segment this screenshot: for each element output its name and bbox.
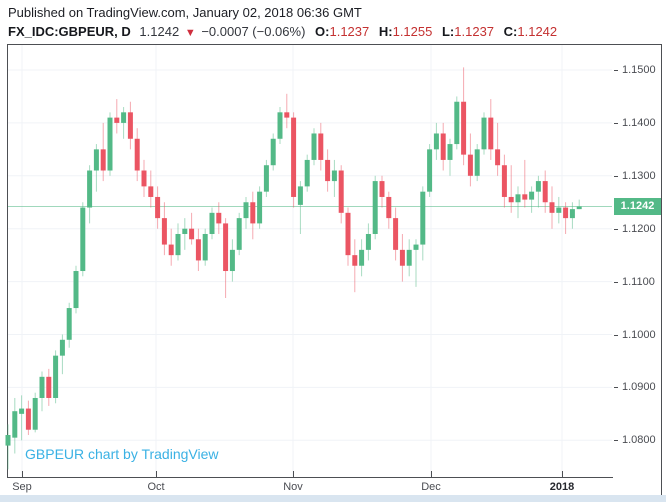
high-value: 1.1255 (392, 24, 433, 39)
price-tick-label: 1.1500 (622, 64, 656, 76)
price-tick (614, 334, 618, 336)
last-price-value: 1.1242 (139, 24, 180, 39)
chart-plot-frame (7, 44, 614, 478)
price-tick-label: 1.1300 (622, 169, 656, 182)
low-label: L: (441, 24, 455, 39)
symbol-name: FX_IDC:GBPEUR, D (8, 24, 131, 39)
price-tick (614, 228, 618, 230)
down-triangle-icon: ▼ (184, 27, 196, 39)
price-tick-label: 1.1400 (622, 116, 656, 129)
price-tick-label: 1.1200 (622, 222, 656, 235)
open-label: O: (315, 24, 330, 39)
published-line: Published on TradingView.com, January 02… (8, 5, 362, 20)
time-tick-label: Sep (12, 481, 32, 493)
time-tick (562, 471, 563, 477)
time-tick (293, 471, 294, 477)
price-tick (614, 70, 618, 71)
price-tick (614, 122, 618, 124)
price-tick (614, 175, 618, 177)
time-tick-label: Dec (421, 481, 441, 493)
time-tick (431, 471, 432, 477)
chart-plot-area[interactable] (8, 45, 613, 477)
open-value: 1.1237 (329, 24, 370, 39)
price-tick-label: 1.1100 (622, 275, 655, 288)
price-tick (614, 440, 618, 442)
price-tick-label: 1.0900 (622, 381, 656, 394)
time-tick-label: 2018 (549, 481, 575, 493)
last-price-badge: 1.1242 (614, 198, 661, 215)
tradingview-attribution-link[interactable]: GBPEUR chart by TradingView (25, 446, 219, 462)
time-tick (22, 471, 23, 477)
price-tick-label: 1.0800 (622, 434, 656, 447)
high-label: H: (378, 24, 393, 39)
price-tick-label: 1.1000 (622, 328, 656, 341)
close-value: 1.1242 (517, 24, 558, 39)
price-axis (613, 44, 662, 495)
symbol-line: FX_IDC:GBPEUR, D 1.1242 ▼ −0.0007 (−0.06… (8, 24, 557, 39)
low-value: 1.1237 (454, 24, 495, 39)
time-tick-label: Nov (283, 481, 303, 493)
time-tick (156, 471, 157, 477)
price-tick (614, 281, 618, 283)
price-tick (614, 387, 618, 389)
price-change: −0.0007 (−0.06%) (201, 24, 306, 39)
time-tick-label: Oct (147, 481, 165, 493)
close-label: C: (503, 24, 518, 39)
page-bottom-strip (0, 495, 666, 502)
